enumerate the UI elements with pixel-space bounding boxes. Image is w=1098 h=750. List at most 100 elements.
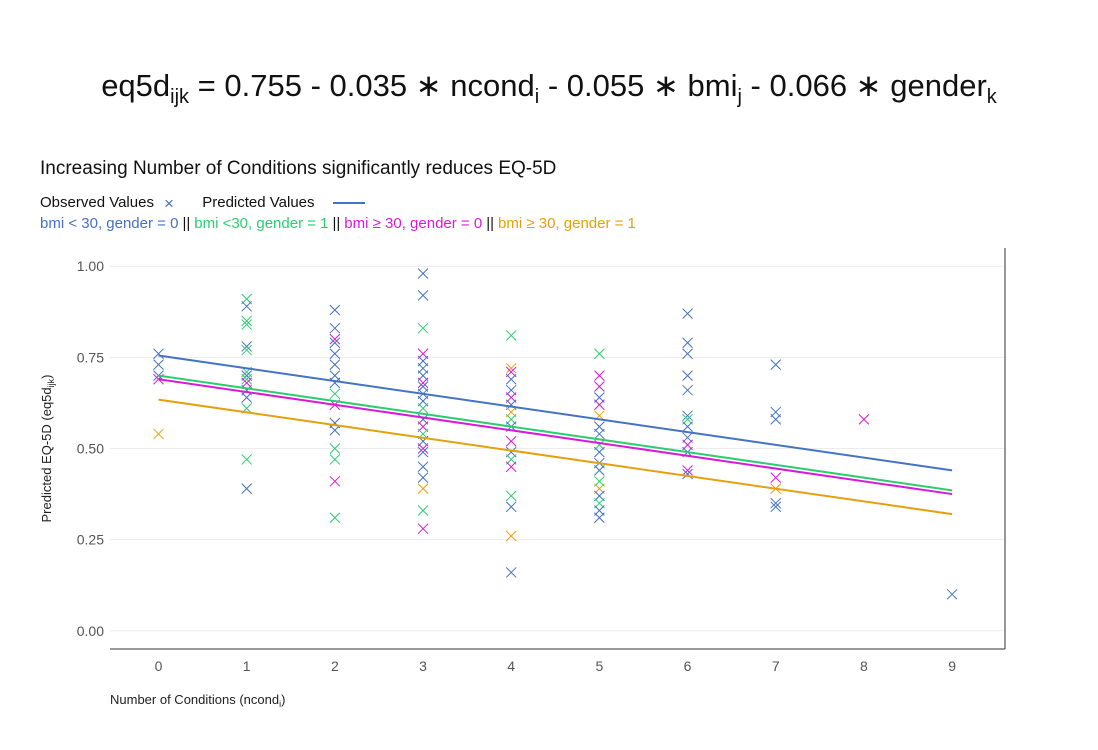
data-point bbox=[770, 472, 782, 484]
regression-line bbox=[158, 398, 953, 516]
legend-predicted-label: Predicted Values bbox=[202, 194, 315, 211]
data-point bbox=[682, 465, 693, 476]
x-axis-label: Number of Conditions (ncondi) bbox=[110, 692, 285, 709]
regression-lines bbox=[158, 354, 953, 516]
x-tick-label: 0 bbox=[155, 658, 163, 674]
legend-group-2: bmi ≥ 30, gender = 0 bbox=[344, 215, 483, 232]
x-tick-label: 1 bbox=[243, 658, 251, 674]
y-tick-label: 0.00 bbox=[77, 623, 104, 639]
data-point bbox=[770, 497, 782, 509]
x-tick-label: 9 bbox=[948, 658, 956, 674]
y-tick-label: 0.50 bbox=[77, 441, 104, 457]
x-tick-label: 3 bbox=[419, 658, 427, 674]
legend-predicted-line-icon bbox=[332, 202, 365, 205]
data-point bbox=[329, 424, 341, 436]
data-point bbox=[241, 392, 253, 403]
x-tick-label: 5 bbox=[595, 658, 603, 674]
data-point bbox=[505, 461, 517, 473]
data-point bbox=[505, 330, 517, 341]
legend-separator: || bbox=[486, 215, 494, 232]
regression-line bbox=[158, 378, 953, 496]
chart-title-equation: eq5dijk = 0.755 - 0.035 ∗ ncondi - 0.055… bbox=[101, 68, 997, 109]
data-point bbox=[594, 428, 605, 440]
data-point bbox=[417, 505, 429, 516]
data-point bbox=[329, 337, 341, 349]
data-point bbox=[329, 454, 341, 465]
legend-observed-label: Observed Values bbox=[40, 194, 154, 211]
data-point bbox=[682, 370, 693, 381]
data-point bbox=[682, 348, 693, 360]
legend-separator: || bbox=[332, 215, 341, 232]
data-point bbox=[594, 399, 605, 411]
data-point bbox=[417, 268, 429, 279]
data-point bbox=[153, 359, 164, 371]
y-axis-label: Predicted EQ-5D (eq5dijk) bbox=[39, 375, 56, 523]
data-point bbox=[770, 359, 782, 371]
data-point bbox=[594, 465, 605, 476]
data-point bbox=[505, 435, 517, 447]
data-point bbox=[417, 377, 429, 389]
regression-line bbox=[158, 374, 953, 492]
tick-labels: 0.00 0.25 0.50 0.75 1.00 0 1 2 3 4 5 6 7 8 9 bbox=[77, 258, 956, 674]
data-point bbox=[329, 388, 341, 400]
data-point bbox=[153, 428, 164, 440]
data-point bbox=[329, 304, 341, 316]
data-point bbox=[682, 421, 693, 432]
data-point bbox=[241, 454, 253, 465]
legend-symbols: Observed Values × Predicted Values bbox=[40, 192, 365, 213]
data-point bbox=[241, 300, 253, 312]
data-point bbox=[417, 472, 429, 484]
data-point bbox=[241, 483, 253, 494]
legend-separator: || bbox=[182, 215, 191, 232]
data-point bbox=[241, 315, 253, 327]
data-point bbox=[417, 446, 429, 458]
data-point bbox=[329, 475, 341, 487]
chart-subtitle: Increasing Number of Conditions signific… bbox=[40, 158, 557, 179]
axis-labels: Number of Conditions (ncondi) Predicted E… bbox=[39, 375, 285, 709]
data-point bbox=[329, 443, 341, 454]
x-tick-label: 8 bbox=[860, 658, 868, 674]
data-points bbox=[153, 268, 958, 600]
regression-line bbox=[158, 354, 953, 472]
data-point bbox=[417, 403, 429, 414]
data-point bbox=[505, 530, 517, 542]
data-point bbox=[329, 322, 341, 334]
data-point bbox=[417, 443, 429, 454]
x-tick-label: 4 bbox=[507, 658, 515, 674]
data-point bbox=[505, 567, 517, 578]
data-point bbox=[329, 333, 341, 345]
data-point bbox=[594, 446, 605, 458]
data-point bbox=[417, 483, 429, 494]
data-point bbox=[329, 348, 341, 360]
data-point bbox=[682, 410, 693, 422]
legend-group-3: bmi ≥ 30, gender = 1 bbox=[498, 215, 636, 232]
data-point bbox=[417, 290, 429, 301]
legend-observed-x-icon: × bbox=[163, 194, 174, 213]
data-point bbox=[770, 501, 782, 513]
legend-group-0: bmi < 30, gender = 0 bbox=[40, 215, 179, 232]
data-point bbox=[682, 384, 693, 396]
data-point bbox=[329, 512, 341, 524]
data-point bbox=[153, 348, 164, 360]
legend-groups: bmi < 30, gender = 0 || bmi <30, gender = … bbox=[40, 215, 636, 232]
x-tick-label: 7 bbox=[772, 658, 780, 674]
data-point bbox=[682, 337, 693, 349]
data-point bbox=[505, 373, 517, 385]
data-point bbox=[241, 344, 253, 356]
x-tick-label: 6 bbox=[684, 658, 692, 674]
data-point bbox=[329, 377, 341, 389]
data-point bbox=[417, 461, 429, 473]
data-point bbox=[329, 359, 341, 371]
data-point bbox=[241, 341, 253, 352]
data-point bbox=[682, 308, 693, 319]
data-point bbox=[417, 322, 429, 334]
x-tick-label: 2 bbox=[331, 658, 339, 674]
gridlines bbox=[110, 265, 1005, 632]
y-tick-label: 0.75 bbox=[77, 349, 104, 365]
y-tick-label: 0.25 bbox=[77, 532, 104, 548]
data-point bbox=[858, 413, 870, 425]
legend-group-1: bmi <30, gender = 1 bbox=[194, 215, 329, 232]
data-point bbox=[505, 362, 517, 374]
data-point bbox=[241, 319, 253, 330]
